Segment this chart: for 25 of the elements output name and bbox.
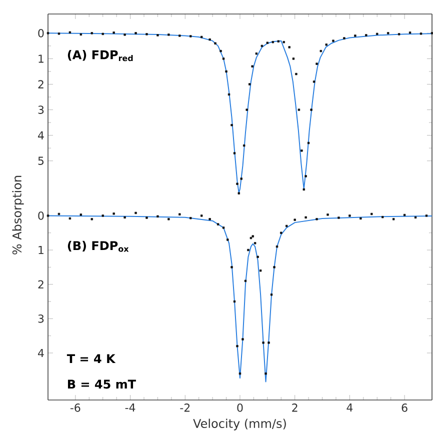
annotation: B = 45 mT — [68, 380, 136, 389]
y-axis-title: % Absorption — [12, 176, 24, 254]
y-tick-label: 1 — [38, 54, 44, 63]
x-axis-title: Velocity (mm/s) — [193, 418, 286, 430]
y-tick-label: 4 — [38, 131, 44, 140]
annotation: (A) FDP$_{red}$ — [68, 50, 133, 62]
y-tick-label: 2 — [38, 80, 44, 88]
x-tick-label: 6 — [402, 404, 408, 412]
y-tick-label: 3 — [38, 314, 44, 323]
annotation: (B) FDP$_{ox}$ — [68, 240, 129, 252]
x-tick-label: -2 — [180, 404, 190, 412]
x-tick-label: 0 — [237, 404, 243, 412]
x-tick-label: -4 — [125, 404, 136, 412]
y-tick-label: 0 — [38, 29, 44, 38]
x-tick-label: 4 — [346, 404, 353, 412]
x-tick-label: 2 — [292, 404, 298, 412]
y-tick-label: 4 — [38, 348, 44, 357]
y-tick-label: 2 — [38, 280, 44, 288]
y-tick-label: 5 — [38, 156, 44, 165]
line-series — [48, 32, 433, 194]
y-tick-label: 0 — [38, 212, 44, 220]
y-tick-label: 3 — [38, 106, 44, 114]
x-tick-label: -6 — [70, 404, 80, 412]
annotation: T = 4 K — [66, 354, 116, 364]
y-tick-label: 1 — [38, 246, 44, 254]
